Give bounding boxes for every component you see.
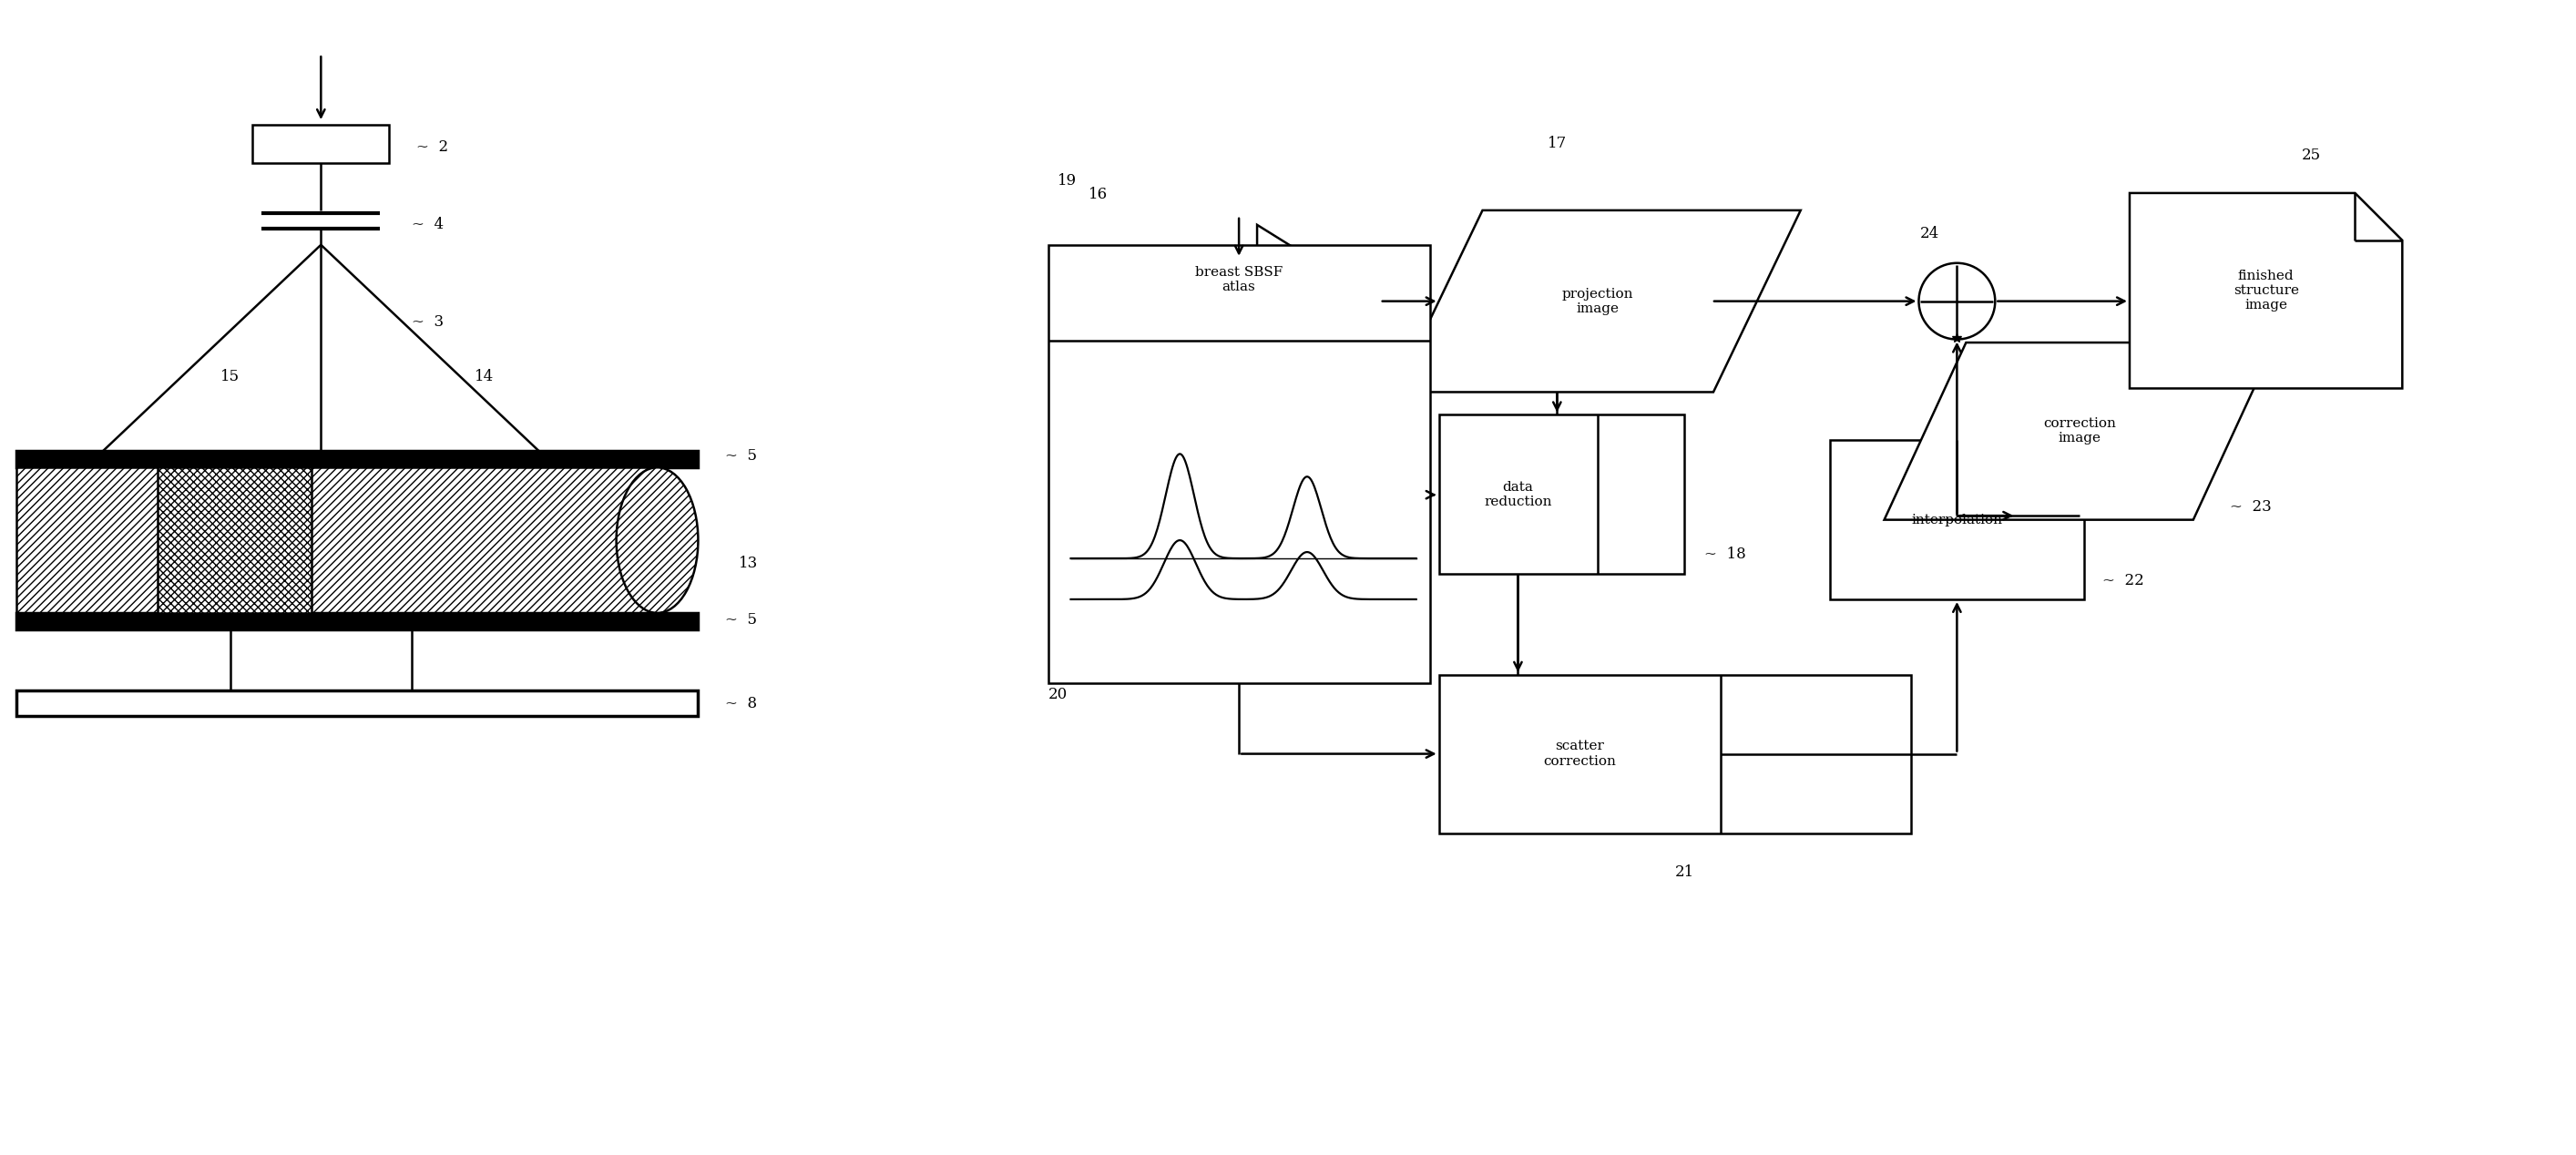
Text: 20: 20 (1048, 687, 1066, 702)
Text: correction
image: correction image (2043, 417, 2115, 445)
Text: projection
image: projection image (1561, 288, 1633, 315)
Text: ~  18: ~ 18 (1705, 546, 1747, 561)
Text: 24: 24 (1919, 226, 1940, 241)
Bar (1440, 415, 1685, 574)
Polygon shape (2130, 193, 2403, 388)
Text: 21: 21 (1674, 864, 1695, 880)
Text: ~  2: ~ 2 (417, 139, 448, 155)
Bar (252, 125, 389, 163)
Text: 13: 13 (739, 556, 757, 571)
Text: ~  5: ~ 5 (726, 448, 757, 463)
Text: 15: 15 (222, 368, 240, 385)
Bar (15, 468, 657, 613)
Text: ~  23: ~ 23 (2231, 499, 2272, 514)
Bar (15, 613, 698, 629)
Bar (15, 691, 698, 716)
Bar (1048, 245, 1430, 683)
Text: ~  4: ~ 4 (412, 217, 443, 232)
Circle shape (1919, 263, 1996, 340)
Text: 25: 25 (2303, 147, 2321, 163)
Text: ~  5: ~ 5 (726, 612, 757, 628)
Ellipse shape (616, 468, 698, 613)
Bar (157, 468, 312, 613)
Bar (15, 452, 698, 468)
Text: 17: 17 (1548, 135, 1566, 151)
Text: ~  22: ~ 22 (2102, 573, 2143, 589)
Text: ~  3: ~ 3 (412, 314, 443, 330)
Text: scatter
correction: scatter correction (1543, 740, 1615, 768)
Text: breast SBSF
atlas: breast SBSF atlas (1195, 266, 1283, 293)
Bar (157, 468, 312, 613)
Polygon shape (1121, 225, 1381, 377)
Bar (15, 468, 657, 613)
Text: 16: 16 (1090, 187, 1108, 202)
Text: 14: 14 (474, 368, 495, 385)
Polygon shape (1396, 210, 1801, 392)
Text: ~  8: ~ 8 (726, 696, 757, 711)
Text: finished
structure
image: finished structure image (2233, 269, 2298, 312)
Text: 19: 19 (1056, 173, 1077, 189)
Bar (1829, 440, 2084, 599)
Polygon shape (1883, 343, 2275, 520)
Text: data
reduction: data reduction (1484, 480, 1551, 508)
Text: interpolation: interpolation (1911, 514, 2002, 527)
Bar (1440, 675, 1911, 834)
